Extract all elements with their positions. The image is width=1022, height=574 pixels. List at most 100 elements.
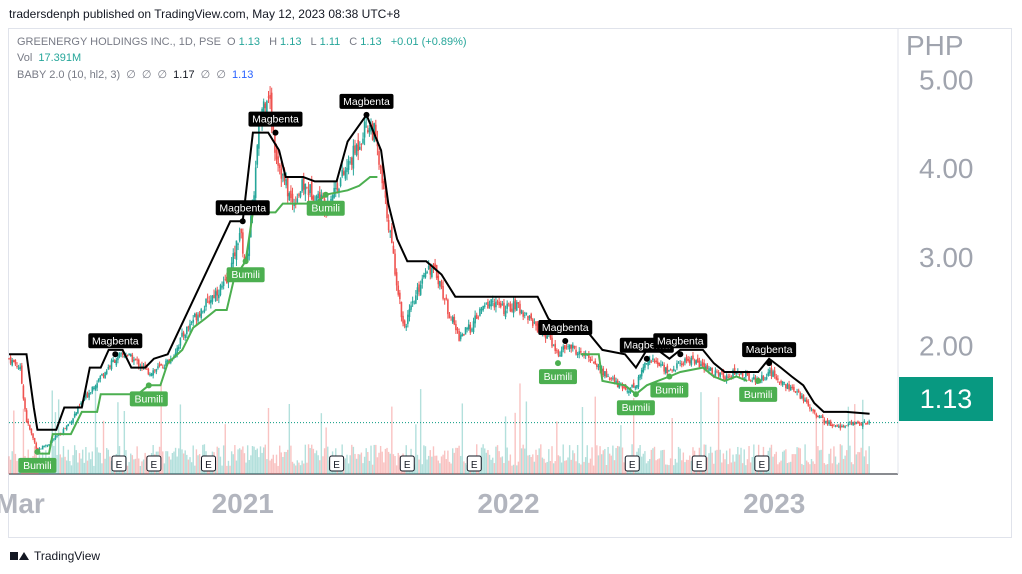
candle-body [805,399,808,403]
volume-bar [250,455,252,474]
candle-body [152,370,154,376]
candle-body [410,305,412,310]
candle-body [69,421,71,423]
volume-bar [190,462,193,474]
candle-body [101,373,103,376]
candle-body [216,289,219,296]
candle-body [813,409,816,413]
volume-bar [682,452,685,474]
volume-bar [287,449,289,474]
candle-body [334,188,337,189]
volume-bar [131,455,134,474]
candle-body [461,333,464,337]
volume-bar [445,459,447,474]
signal-dot [632,391,639,398]
volume-bar [174,447,177,474]
candle-body [17,367,20,369]
candle-body [397,285,400,295]
volume-bar [106,448,108,474]
volume-bar [109,456,111,474]
volume-bar [669,458,672,474]
candle-body [72,418,74,423]
candle-body [475,314,478,319]
volume-bar [618,446,620,474]
candle-body [573,345,576,348]
candle-body [379,165,382,168]
candle-body [698,360,701,368]
chart-frame [8,28,1012,538]
candle-body [519,303,521,314]
candle-body [48,444,50,446]
candle-body [568,344,571,349]
candle-body [208,300,211,304]
volume-bar [246,445,249,474]
candle-body [512,301,515,314]
currency-label[interactable]: PHP [906,30,964,61]
volume-bar [810,459,813,474]
earnings-marker: E [471,460,478,471]
volume-bar [230,451,233,474]
signal-label: Magbenta [92,335,139,347]
candle-body [738,373,741,375]
volume-bar [536,455,539,474]
volume-bar [549,461,552,474]
volume-bar [842,458,845,474]
volume-bar [671,418,673,474]
candle-body [357,139,359,151]
volume-bar [727,464,729,474]
candle-body [815,413,818,417]
volume-bar [772,456,774,474]
candle-body [43,446,46,447]
candle-body [256,145,259,165]
volume-bar [541,457,544,474]
volume-bar [319,460,321,474]
volume-bar [818,450,821,474]
candle-body [556,350,558,351]
legend-h-value: 1.13 [280,36,302,48]
candle-body [552,345,555,347]
candle-body [459,335,462,340]
candle-body [38,448,41,451]
volume-bar [423,445,425,474]
volume-bar [314,453,316,474]
candle-body [309,184,311,194]
volume-bar [72,455,74,474]
signal-label: Magbenta [343,96,390,108]
volume-bar [713,463,715,474]
candle-body [238,233,241,241]
volume-bar [503,463,505,474]
volume-bar [282,456,284,474]
volume-bar [98,452,100,474]
volume-bar [395,465,398,474]
candle-body [392,245,395,254]
legend-indicator-name[interactable]: BABY 2.0 (10, hl2, 3) [17,69,121,81]
candle-body [298,194,300,196]
volume-bar [254,449,257,474]
volume-bar [546,461,548,474]
footer-brand-text[interactable]: TradingView [34,549,101,563]
legend-symbol[interactable]: GREENERGY HOLDINGS INC., 1D, PSE [17,36,221,48]
volume-bar [828,453,830,474]
publish-line: tradersdenph published on TradingView.co… [9,7,401,21]
candle-body [205,298,207,307]
candle-body [727,376,730,378]
candle-body [407,314,409,324]
candle-body [507,303,510,305]
candle-body [770,368,773,377]
volume-bar [226,465,228,474]
volume-bar [805,460,808,474]
volume-bar [797,447,800,474]
time-tick-label: 2021 [212,488,274,519]
legend-vol-label[interactable]: Vol [17,52,33,64]
volume-bar [251,445,254,474]
volume-bar [786,463,789,474]
volume-bar [130,453,132,474]
candle-body [315,196,318,205]
candle-body [652,358,654,361]
volume-bar [733,461,736,474]
volume-bar [295,465,297,474]
candle-body [845,425,848,427]
candle-body [721,370,723,372]
volume-bar [320,413,323,474]
